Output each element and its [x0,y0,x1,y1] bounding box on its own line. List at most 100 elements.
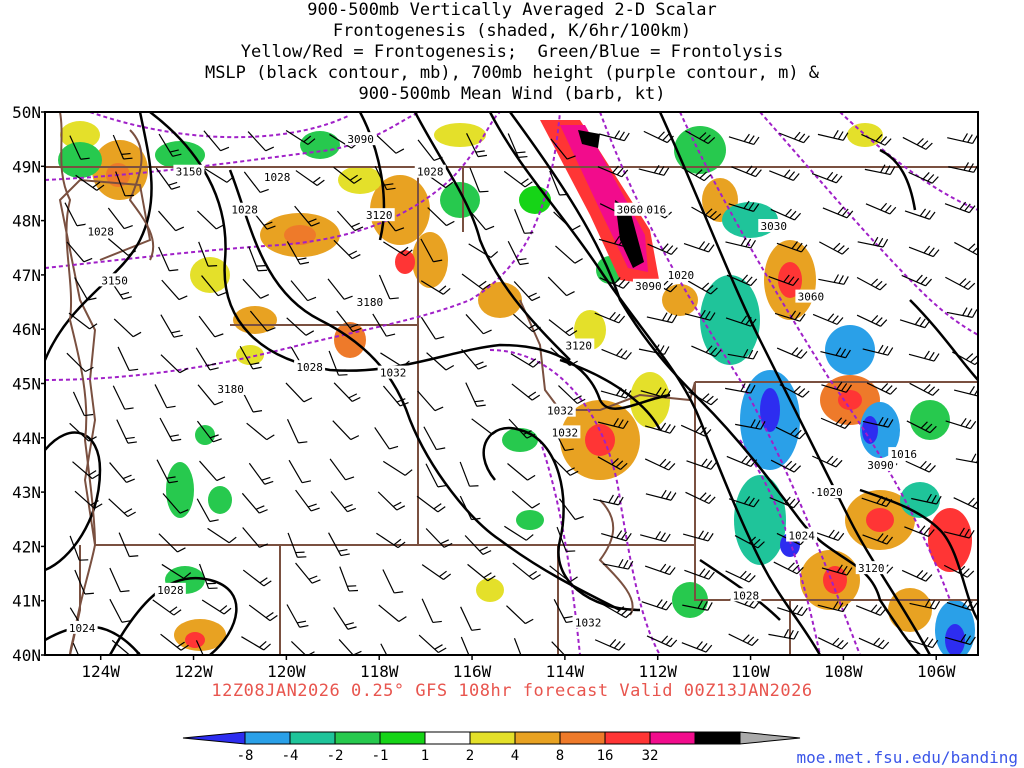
wind-barb [727,348,759,360]
height-label-bg [632,278,664,292]
wind-barb [909,598,941,610]
mslp-label-bg [572,615,604,629]
height-label: 3120 [366,209,393,222]
mslp-label: 1032 [552,426,579,439]
wind-barb [75,174,105,191]
lon-label: 122W [174,662,213,681]
wind-barb [550,347,578,367]
mslp-label-bg [549,425,581,439]
colorbar-label: 8 [556,748,564,764]
wind-barb [417,390,444,412]
wind-barb [466,133,488,158]
wind-barb [691,345,722,358]
chart-title: 900-500mb Vertically Averaged 2-D Scalar… [0,0,1024,105]
wind-barb [467,563,496,582]
credit-link[interactable]: moe.met.fsu.edu/banding [796,748,1018,767]
wind-barb [159,417,182,442]
mslp-label-bg [66,620,98,634]
wind-barb [734,535,765,549]
colorbar-segment [424,731,471,745]
wind-barb [427,207,455,227]
height-label: 3090 [635,280,662,293]
axis-ticks [41,111,937,660]
lon-label: 116W [453,662,492,681]
lat-label: 48N [12,212,41,231]
wind-barb [597,418,629,429]
wind-barb [514,208,534,234]
wind-barb [249,310,276,332]
wind-barb [947,133,978,145]
mslp-label-bg [730,588,762,602]
wind-barb [593,494,624,506]
wind-barb [204,168,235,183]
height-label: 3060 [617,204,644,217]
colorbar-label: 32 [642,748,659,764]
wind-barb [286,241,310,265]
wind-barb [682,600,713,611]
wind-barb [901,274,932,287]
wind-barb [513,638,522,655]
height-label-bg [563,338,595,352]
wind-barb [69,135,90,160]
wind-barb [638,344,670,355]
height-label-bg [614,202,646,216]
lon-label: 112W [638,662,677,681]
wind-barb [421,598,442,624]
lon-label: 118W [360,662,399,681]
wind-barb [908,245,940,258]
mslp-label: 1032 [575,616,602,629]
wind-barb [329,458,355,481]
wind-barb [158,133,182,157]
wind-barb [285,382,313,403]
lat-label: 47N [12,266,41,285]
wind-barb [461,273,491,290]
colorbar-labels: -8 -4 -2 -1 1 2 4 8 16 32 [237,748,659,764]
wind-barb [945,276,976,291]
wind-barb [459,461,479,487]
wind-barb [72,461,101,480]
wind-barb [775,426,807,440]
wind-barb [417,139,443,161]
wind-barb [469,167,489,193]
mslp-label-bg [294,360,326,374]
wind-barb [117,346,139,372]
wind-barb [600,387,632,399]
wind-barb [69,422,97,442]
wind-barb [511,383,541,401]
wind-barb [201,599,232,615]
wind-barb [511,490,541,509]
mslp-label-bg [786,528,818,542]
wind-barb [909,382,940,396]
wind-barb [691,206,722,221]
wind-barb [556,526,576,552]
wind-barb [725,383,756,394]
wind-barb [725,315,757,327]
wind-barb [336,310,362,333]
wind-barb [597,456,628,470]
wind-barb [728,133,760,146]
wind-barb [770,208,802,221]
wind-barb [777,604,808,617]
mslp-label: 1024 [69,622,96,635]
colorbar-segment [514,731,561,745]
wind-barb [460,606,481,631]
wind-barb [728,200,760,212]
wind-barb [203,130,230,152]
lat-label: 40N [12,646,41,665]
colorbar-segment [604,731,651,745]
colorbar-segment [289,731,336,745]
wind-barb [547,276,575,297]
wind-barb [243,171,269,194]
mslp-label-bg [544,403,576,417]
wind-barb [599,277,630,289]
wind-barb [241,636,271,651]
wind-barb [207,527,237,544]
height-label-bg [215,381,247,395]
wind-barb [459,495,481,521]
wind-barb [333,166,362,184]
mslp-label: 1028 [157,584,184,597]
mslp-label-bg [414,164,446,178]
wind-barb [902,136,933,150]
wind-barb [64,202,86,227]
lat-label: 45N [12,375,41,394]
